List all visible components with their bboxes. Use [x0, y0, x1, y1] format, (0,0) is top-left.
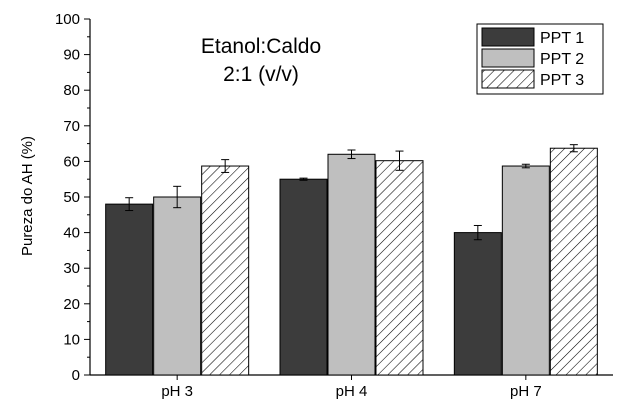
x-tick-label: pH 3 — [161, 383, 193, 399]
bar — [501, 165, 550, 376]
x-tick-label: pH 4 — [336, 383, 368, 399]
chart-title-line-2: 2:1 (v/v) — [223, 63, 299, 86]
bar — [105, 203, 154, 376]
legend-swatch-ppt-3 — [481, 69, 535, 89]
y-tick-label: 60 — [63, 153, 80, 170]
bar — [201, 165, 250, 376]
y-tick-label: 50 — [63, 189, 80, 206]
y-tick-label: 70 — [63, 118, 80, 135]
legend-swatch-ppt-1 — [481, 27, 535, 47]
y-tick-label: 90 — [63, 47, 80, 64]
y-axis-label: Pureza do AH (%) — [19, 136, 36, 256]
legend-label-ppt-3: PPT 3 — [540, 72, 584, 89]
x-tick-label: pH 7 — [510, 383, 542, 399]
bar — [279, 178, 328, 376]
bar — [549, 147, 598, 376]
bar — [153, 196, 202, 376]
legend: PPT 1 PPT 2 PPT 3 — [476, 23, 604, 95]
legend-label-ppt-2: PPT 2 — [540, 51, 584, 68]
legend-label-ppt-1: PPT 1 — [540, 30, 584, 47]
y-tick-label: 20 — [63, 296, 80, 313]
y-tick-label: 80 — [63, 82, 80, 99]
chart-title-line-1: Etanol:Caldo — [201, 35, 321, 58]
legend-swatch-ppt-2 — [481, 48, 535, 68]
y-tick-label: 0 — [72, 367, 80, 384]
y-tick-label: 30 — [63, 260, 80, 277]
bar — [375, 160, 424, 376]
y-tick-label: 40 — [63, 225, 80, 242]
bar — [453, 232, 502, 376]
y-tick-label: 10 — [63, 331, 80, 348]
bar — [327, 153, 376, 376]
y-tick-label: 100 — [55, 11, 80, 28]
